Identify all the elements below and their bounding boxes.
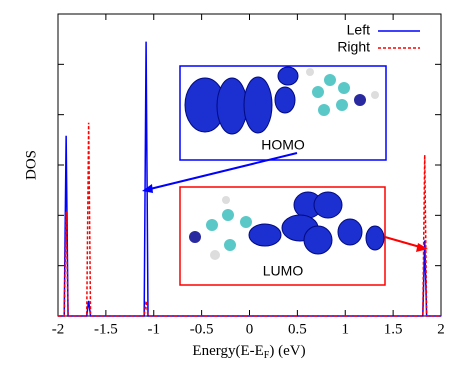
annotation: LUMO [263, 263, 304, 279]
legend-label: Right [337, 39, 370, 55]
x-tick-label: -2 [52, 321, 65, 337]
arrow [384, 236, 421, 248]
x-tick-label: 0.5 [288, 321, 307, 337]
x-tick-label: 1.5 [384, 321, 403, 337]
x-tick-label: -1 [148, 321, 161, 337]
x-axis-label: Energy(E-EF) (eV) [192, 343, 305, 361]
series-line [58, 122, 441, 317]
y-axis-label: DOS [23, 150, 39, 180]
x-tick-label: -0.5 [190, 321, 214, 337]
x-tick-label: 0 [246, 321, 254, 337]
x-label-part: Energy(E-E [192, 343, 263, 359]
arrow-head [142, 184, 153, 193]
homo-inset: HOMO [179, 65, 387, 161]
x-label-part: ) (eV) [269, 343, 305, 359]
lumo-inset: LUMO [179, 186, 386, 286]
arrow-head [416, 243, 428, 252]
x-tick-label: -1.5 [94, 321, 118, 337]
legend-label: Left [347, 22, 370, 38]
x-label-sub: F [264, 350, 270, 361]
arrow [149, 152, 298, 190]
x-tick-label: 2 [437, 321, 445, 337]
annotation: HOMO [261, 137, 305, 153]
x-tick-label: 1 [342, 321, 350, 337]
